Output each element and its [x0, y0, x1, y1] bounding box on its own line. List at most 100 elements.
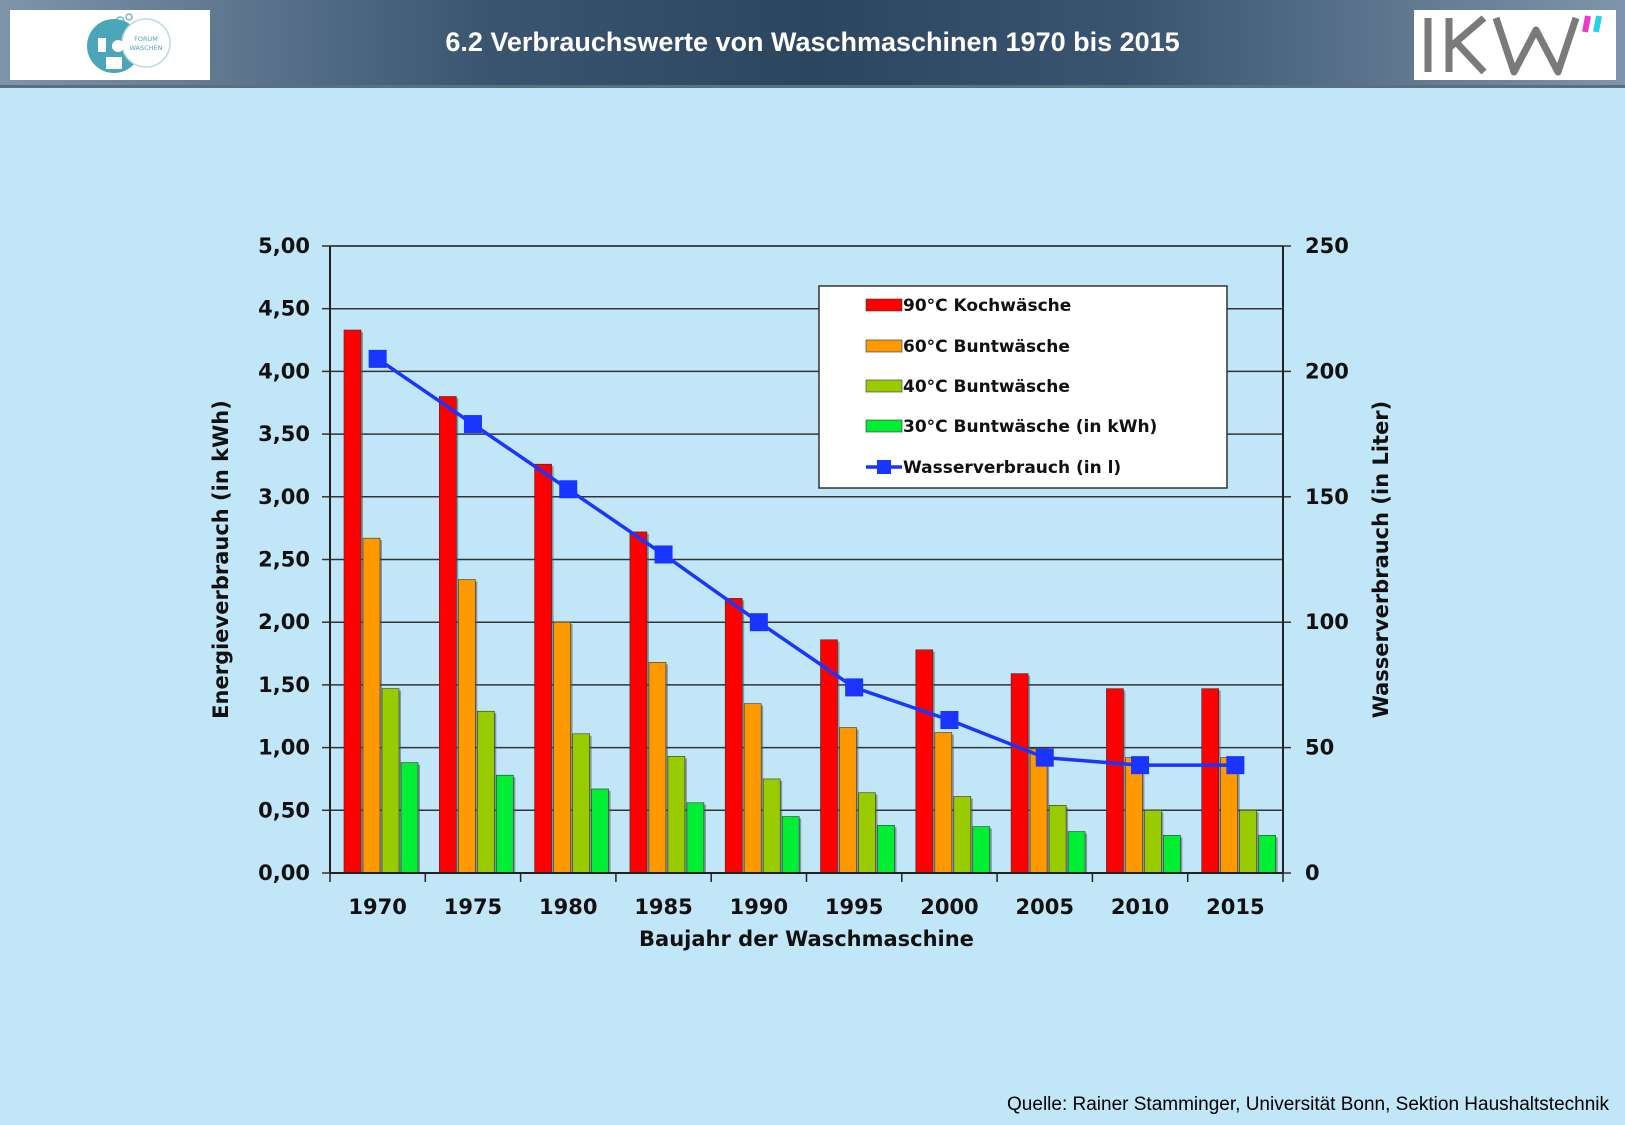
- x-tick-label: 1990: [730, 895, 788, 919]
- ikw-logo-icon: [1424, 15, 1602, 76]
- y-tick-label: 0,50: [258, 798, 310, 822]
- y2-tick-label: 200: [1305, 359, 1349, 383]
- water-point: [654, 545, 673, 564]
- legend-swatch-bar-40c: [865, 379, 903, 393]
- bar-30c: [972, 826, 991, 874]
- bar-60c: [457, 579, 476, 874]
- bar-90c: [1201, 688, 1219, 874]
- bar-40c: [1239, 809, 1257, 874]
- y-tick-label: 2,50: [258, 548, 310, 572]
- bar-60c: [839, 727, 857, 874]
- x-tick-label: 1985: [634, 895, 692, 919]
- x-tick-label: 2010: [1111, 895, 1169, 919]
- bar-30c: [781, 816, 800, 874]
- logo-left-text-2: WASCHEN: [129, 44, 162, 52]
- legend-swatch-bar-60c: [865, 339, 903, 353]
- bar-40c: [762, 778, 781, 874]
- chart: 0,00 0,50 1,00 1,50 2,00 2,50 3,00 3,50 4,00 4,50…: [209, 234, 1393, 951]
- y2-tick-label: 100: [1305, 610, 1349, 634]
- x-tick-label: 1995: [825, 895, 883, 919]
- bar-30c: [1067, 831, 1086, 874]
- y-tick-label: 5,00: [258, 234, 310, 258]
- bar-90c: [1010, 673, 1029, 874]
- bar-60c: [1029, 748, 1048, 874]
- x-tick-label: 1970: [348, 895, 406, 919]
- water-point: [368, 349, 387, 368]
- water-point: [1226, 756, 1245, 775]
- bar-60c: [362, 537, 381, 874]
- y-tick-label: 4,00: [258, 359, 310, 383]
- water-point: [559, 480, 578, 499]
- legend-label: 30°C Buntwäsche (in kWh): [903, 417, 1157, 437]
- legend-label: Wasserverbrauch (in l): [903, 458, 1121, 478]
- ikw-logo: [1414, 10, 1616, 80]
- bar-60c: [1125, 757, 1143, 874]
- bar-30c: [400, 762, 419, 874]
- y-tick-label: 0,00: [258, 861, 310, 885]
- y-tick-label: 4,50: [258, 297, 310, 321]
- y2-tick-label: 50: [1305, 736, 1334, 760]
- bar-40c: [381, 688, 400, 874]
- bar-60c: [1220, 757, 1238, 874]
- y-tick-label: 2,00: [258, 610, 310, 634]
- y2-tick-label: 0: [1305, 861, 1320, 885]
- bar-40c: [572, 733, 590, 874]
- bar-60c: [553, 621, 571, 874]
- bar-90c: [629, 531, 648, 874]
- bar-40c: [1048, 804, 1067, 874]
- bar-60c: [648, 662, 667, 874]
- bar-40c: [858, 792, 876, 874]
- page-title: 6.2 Verbrauchswerte von Waschmaschinen 1…: [445, 27, 1180, 57]
- legend: 90°C Kochwäsche 60°C Buntwäsche 40°C Buntw…: [818, 285, 1228, 489]
- bar-90c: [915, 649, 934, 874]
- bar-40c: [1144, 809, 1162, 874]
- legend-swatch-bar-30c: [865, 419, 903, 433]
- bar-30c: [877, 825, 895, 874]
- y2-axis-title: Wasserverbrauch (in Liter): [1369, 401, 1393, 719]
- logo-left-text-1: FORUM: [134, 35, 158, 43]
- bar-30c: [1258, 835, 1276, 874]
- water-point: [1131, 756, 1150, 775]
- y2-tick-label: 250: [1305, 234, 1349, 258]
- source-note: Quelle: Rainer Stamminger, Universität B…: [1007, 1094, 1609, 1115]
- water-point: [940, 711, 959, 730]
- bar-30c: [591, 788, 609, 874]
- x-tick-label: 2015: [1206, 895, 1264, 919]
- bar-90c: [343, 329, 362, 874]
- bar-30c: [495, 774, 514, 874]
- forum-waschen-logo-icon: FORUM WASCHEN: [87, 13, 171, 73]
- x-axis-title: Baujahr der Waschmaschine: [639, 927, 974, 951]
- legend-swatch-bar-90c: [865, 298, 903, 312]
- bar-30c: [686, 802, 705, 874]
- bar-40c: [476, 710, 495, 874]
- y-tick-label: 1,50: [258, 673, 310, 697]
- legend-swatch-water-point: [877, 460, 891, 474]
- x-tick-label: 1980: [539, 895, 597, 919]
- bar-90c: [724, 598, 743, 874]
- bar-60c: [743, 703, 762, 874]
- bars: [343, 329, 1278, 874]
- x-tick-label: 2005: [1016, 895, 1074, 919]
- bar-90c: [438, 396, 457, 874]
- y-tick-label: 3,50: [258, 422, 310, 446]
- y-axis-title: Energieverbrauch (in kWh): [209, 400, 233, 719]
- water-line-series: [368, 349, 1245, 775]
- legend-label: 60°C Buntwäsche: [903, 337, 1070, 357]
- bar-90c: [534, 463, 552, 874]
- y-tick-label: 3,00: [258, 485, 310, 509]
- forum-waschen-logo: FORUM WASCHEN: [10, 10, 210, 80]
- water-point: [1035, 748, 1054, 767]
- x-tick-label: 1975: [444, 895, 502, 919]
- water-point: [463, 415, 482, 434]
- bar-90c: [1106, 688, 1124, 874]
- water-line: [376, 357, 1236, 767]
- x-tick-label: 2000: [920, 895, 978, 919]
- bar-40c: [953, 796, 972, 874]
- bar-30c: [1163, 835, 1181, 874]
- bar-40c: [667, 756, 686, 874]
- legend-label: 90°C Kochwäsche: [903, 296, 1071, 316]
- y-tick-label: 1,00: [258, 736, 310, 760]
- water-point: [749, 613, 768, 632]
- axes: 0,00 0,50 1,00 1,50 2,00 2,50 3,00 3,50 4,00 4,50…: [209, 234, 1393, 951]
- legend-label: 40°C Buntwäsche: [903, 377, 1070, 397]
